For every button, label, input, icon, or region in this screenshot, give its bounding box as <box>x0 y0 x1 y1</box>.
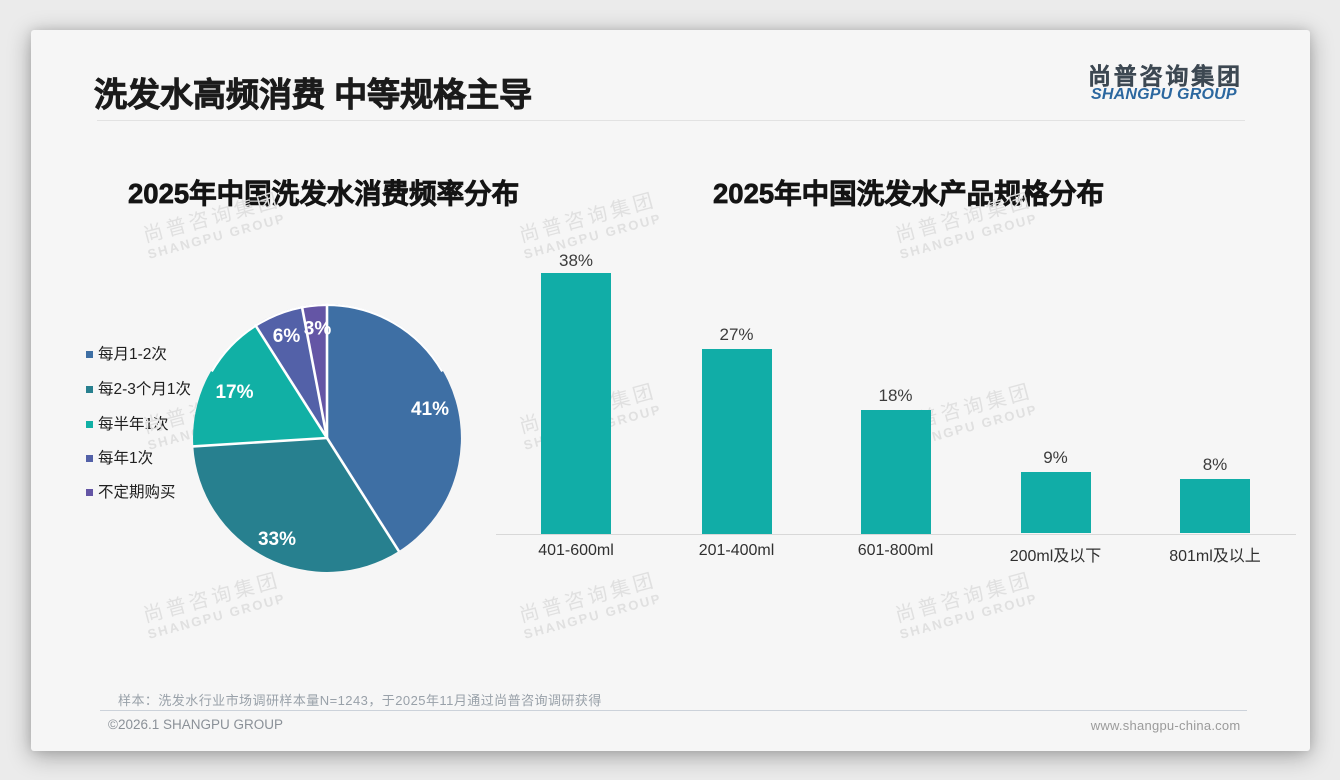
svg-text:6%: 6% <box>273 326 301 347</box>
svg-text:17%: 17% <box>215 382 253 403</box>
svg-text:33%: 33% <box>258 529 296 550</box>
svg-text:41%: 41% <box>411 399 449 420</box>
svg-text:3%: 3% <box>304 319 332 340</box>
